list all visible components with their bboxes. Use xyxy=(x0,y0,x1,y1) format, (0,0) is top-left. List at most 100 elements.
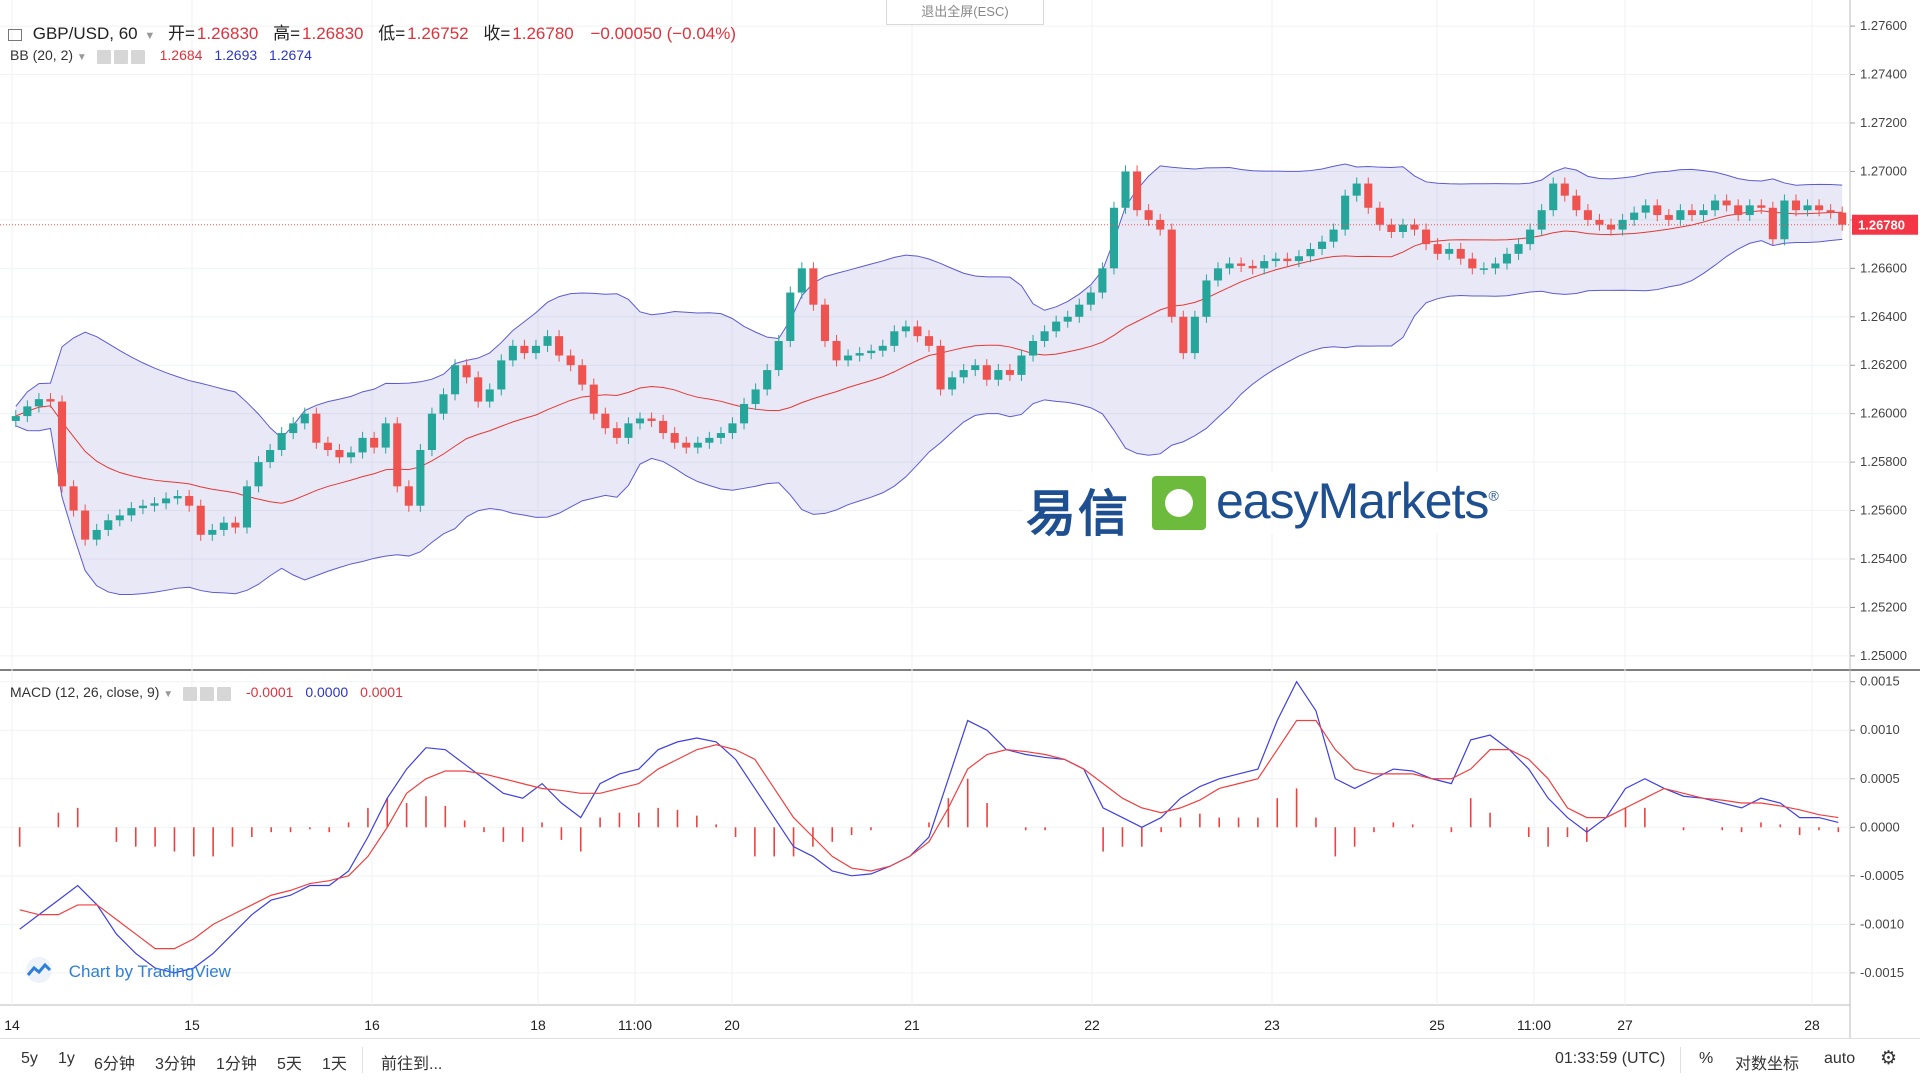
time-tick-label: 16 xyxy=(364,1017,380,1033)
macd-tick-label: -0.0010 xyxy=(1860,916,1904,931)
candle-body xyxy=(1329,229,1338,242)
range-1d[interactable]: 1天 xyxy=(322,1056,347,1073)
time-tick-label: 21 xyxy=(904,1017,920,1033)
candle-body xyxy=(1699,210,1708,216)
candle-body xyxy=(763,370,772,390)
symbol-label[interactable]: GBP/USD, 60 xyxy=(32,24,138,43)
candle-body xyxy=(104,520,113,530)
close-icon[interactable] xyxy=(130,50,145,65)
candle-body xyxy=(1375,207,1384,225)
candle-body xyxy=(1017,355,1026,375)
range-1m[interactable]: 1分钟 xyxy=(216,1056,257,1073)
candle-body xyxy=(1838,212,1847,225)
candle-body xyxy=(34,399,43,407)
candle-body xyxy=(300,413,309,424)
last-price-label: 1.26780 xyxy=(1858,218,1905,233)
auto-scale-toggle[interactable]: auto xyxy=(1824,1050,1856,1067)
percent-toggle[interactable]: % xyxy=(1699,1050,1714,1067)
range-5d[interactable]: 5天 xyxy=(277,1056,302,1073)
exit-fullscreen-button[interactable]: 退出全屏(ESC) xyxy=(886,0,1044,25)
candle-body xyxy=(1734,205,1743,216)
candle-body xyxy=(1005,370,1014,375)
macd-controls xyxy=(183,685,234,702)
close-icon[interactable] xyxy=(217,687,232,702)
candle-body xyxy=(1052,321,1061,332)
candle-body xyxy=(1028,341,1038,356)
candle-body xyxy=(1352,183,1361,196)
candle-body xyxy=(1583,210,1592,220)
candle-body xyxy=(901,326,910,332)
candle-body xyxy=(971,365,980,371)
candle-body xyxy=(1803,205,1812,211)
bb-upper-line xyxy=(15,163,1843,439)
candle-body xyxy=(335,450,344,458)
candle-body xyxy=(231,522,240,528)
candle-body xyxy=(855,353,864,356)
eye-icon[interactable] xyxy=(183,687,198,702)
macd-tick-label: 0.0010 xyxy=(1860,722,1900,737)
chevron-down-icon[interactable]: ▼ xyxy=(163,689,174,700)
last-price-tag xyxy=(1852,214,1918,235)
candle-body xyxy=(682,442,691,448)
candle-body xyxy=(531,345,541,354)
utc-clock[interactable]: 01:33:59 (UTC) xyxy=(1555,1050,1666,1067)
price-tick-label: 1.27600 xyxy=(1860,18,1907,33)
range-3m[interactable]: 3分钟 xyxy=(155,1056,196,1073)
watermark-cn: 易信 xyxy=(1026,485,1130,543)
log-scale-toggle[interactable]: 对数坐标 xyxy=(1735,1056,1800,1073)
macd-tick-label: 0.0005 xyxy=(1860,771,1900,786)
candle-body xyxy=(1618,219,1627,230)
goto-button[interactable]: 前往到... xyxy=(381,1056,443,1073)
signal-line xyxy=(19,719,1839,950)
candle-body xyxy=(948,377,957,390)
bb-label[interactable]: BB (20, 2) xyxy=(10,47,74,63)
candle-body xyxy=(1815,205,1824,211)
open-value: 1.26830 xyxy=(196,24,259,43)
symbol-menu-icon[interactable] xyxy=(8,28,22,41)
candle-body xyxy=(497,360,506,390)
gear-icon[interactable] xyxy=(200,687,215,702)
candle-body xyxy=(23,406,32,417)
chevron-down-icon[interactable]: ▼ xyxy=(144,30,156,42)
candle-body xyxy=(1121,171,1130,208)
candle-body xyxy=(959,370,968,378)
candle-body xyxy=(1826,210,1835,213)
bb-controls xyxy=(96,48,148,65)
candle-body xyxy=(693,442,702,448)
candle-body xyxy=(612,428,621,438)
chevron-down-icon[interactable]: ▼ xyxy=(76,52,87,63)
candle-body xyxy=(774,341,783,371)
candle-body xyxy=(809,268,818,305)
candle-body xyxy=(716,433,725,438)
macd-label[interactable]: MACD (12, 26, close, 9) xyxy=(10,684,160,700)
candle-body xyxy=(1040,331,1049,341)
time-tick-label: 18 xyxy=(530,1017,546,1033)
close-value: 1.26780 xyxy=(512,24,574,43)
bb-value-2: 1.2693 xyxy=(214,47,258,63)
candle-body xyxy=(381,423,390,448)
candle-body xyxy=(1283,258,1292,262)
tradingview-logo[interactable]: Chart by TradingView xyxy=(22,956,231,989)
symbol-header: GBP/USD, 60 ▼ 开= 1.26830 高= 1.26830 低= 1.26… xyxy=(8,19,738,44)
candle-body xyxy=(1109,207,1119,269)
range-6m[interactable]: 6分钟 xyxy=(94,1056,135,1073)
candle-body xyxy=(1502,253,1512,264)
macd-legend: MACD (12, 26, close, 9) ▼ -0.0001 0.0000… xyxy=(10,684,403,702)
macd-value-1: -0.0001 xyxy=(245,684,294,700)
bb-value-1: 1.2684 xyxy=(159,47,203,63)
price-tick-label: 1.26000 xyxy=(1860,406,1907,421)
price-tick-label: 1.26600 xyxy=(1860,260,1907,275)
gear-icon[interactable]: ⚙ xyxy=(1880,1048,1898,1069)
candle-body xyxy=(659,420,668,434)
candle-body xyxy=(1687,210,1696,216)
gear-icon[interactable] xyxy=(113,50,128,65)
candle-body xyxy=(1549,183,1558,211)
price-tick-label: 1.25600 xyxy=(1860,503,1907,518)
candle-body xyxy=(289,423,298,434)
eye-icon[interactable] xyxy=(96,50,111,65)
range-1y[interactable]: 1y xyxy=(58,1050,75,1067)
candle-body xyxy=(1664,215,1673,220)
tradingview-cloud-icon xyxy=(22,956,56,989)
range-5y[interactable]: 5y xyxy=(21,1050,38,1067)
